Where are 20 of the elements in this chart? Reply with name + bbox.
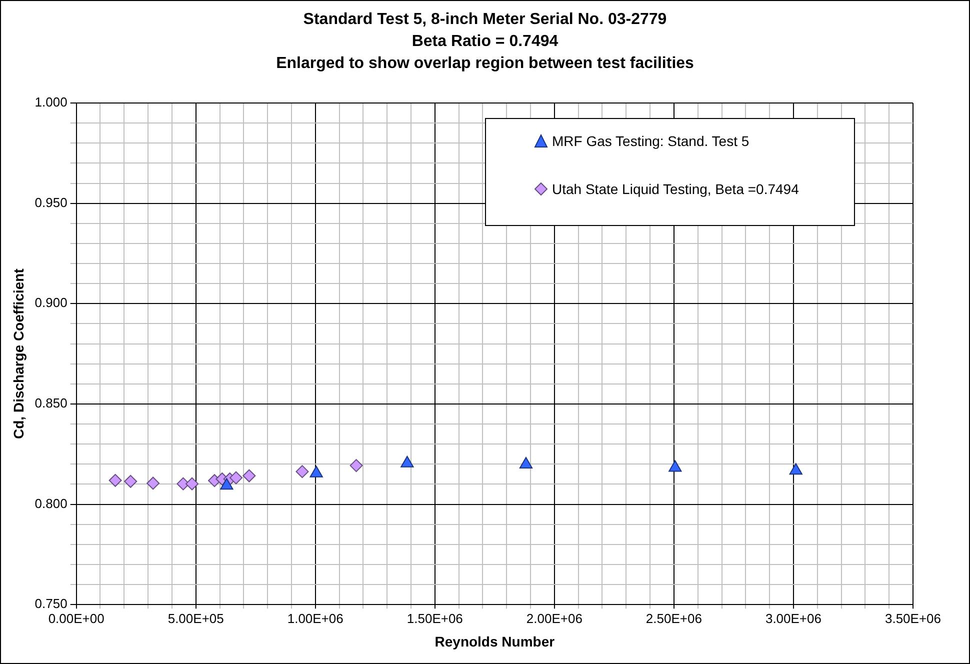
x-tick-label: 1.50E+06 xyxy=(406,610,463,626)
x-tick-label: 1.00E+06 xyxy=(287,610,344,626)
y-tick-label: 0.850 xyxy=(34,396,68,411)
x-tick-label: 2.00E+06 xyxy=(526,610,582,626)
chart-subtitle: Beta Ratio = 0.7494 Enlarged to show overlap region between test facilities xyxy=(275,32,695,74)
y-axis-title: Cd, Discharge Coefficient xyxy=(10,268,26,439)
x-tick-label: 3.50E+06 xyxy=(884,610,942,626)
y-tick-label: 0.750 xyxy=(34,596,68,612)
x-axis-title: Reynolds Number xyxy=(434,633,556,650)
y-tick-label: 1.000 xyxy=(34,94,68,110)
y-tick-label: 0.900 xyxy=(34,295,68,310)
y-tick-label: 0.950 xyxy=(34,194,68,210)
x-tick-label: 0.00E+00 xyxy=(48,610,104,626)
legend-label: MRF Gas Testing: Stand. Test 5 xyxy=(552,133,750,149)
legend-label: Utah State Liquid Testing, Beta =0.7494 xyxy=(552,181,799,197)
x-tick-label: 5.00E+05 xyxy=(168,610,224,626)
x-tick-label: 3.00E+06 xyxy=(765,610,822,626)
y-tick-label: 0.800 xyxy=(34,496,68,511)
x-tick-label: 2.50E+06 xyxy=(646,610,702,626)
chart-title: Standard Test 5, 8-inch Meter Serial No. 03-2779 xyxy=(302,10,668,30)
